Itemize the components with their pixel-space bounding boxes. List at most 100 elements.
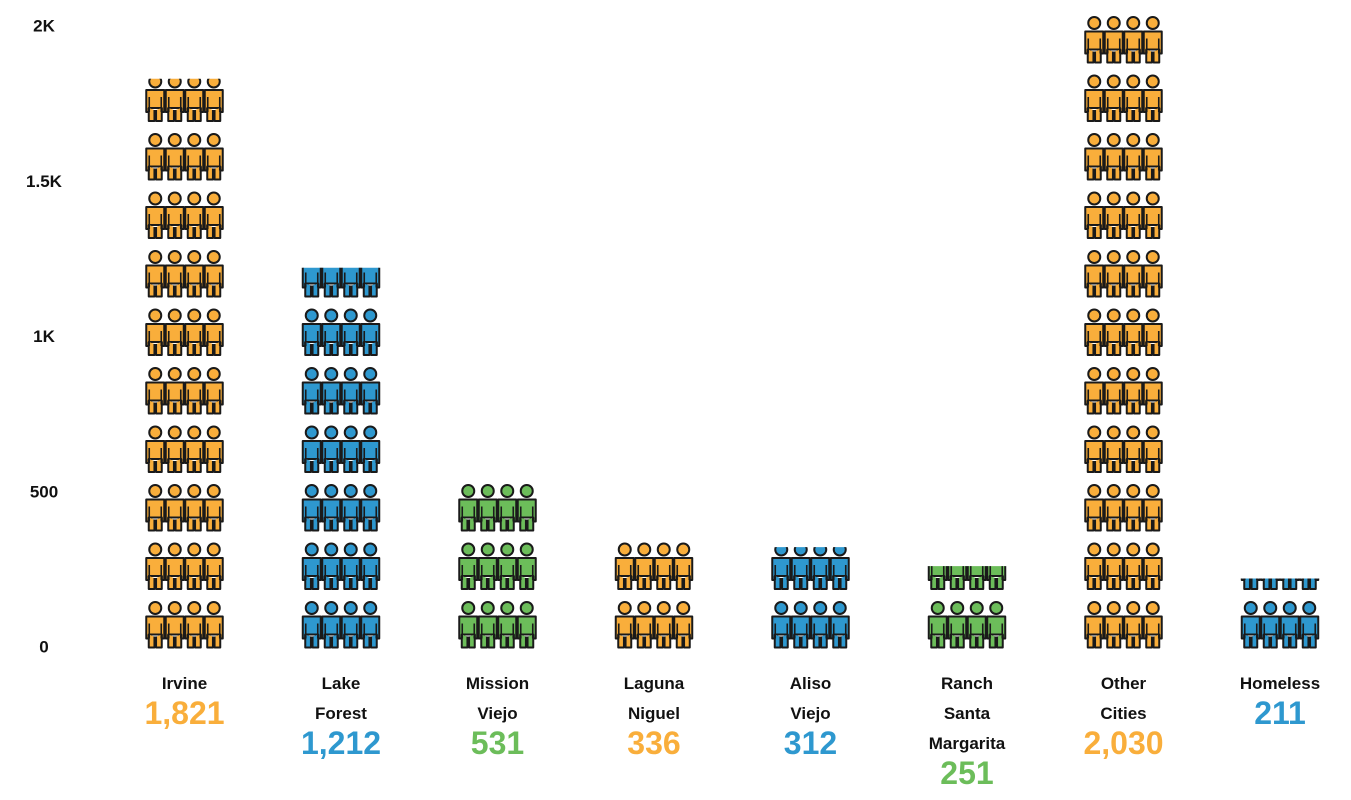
person-icon — [145, 367, 166, 415]
person-icon — [203, 601, 224, 649]
person-icon — [184, 542, 205, 590]
person-icon — [1084, 16, 1105, 64]
person-icon — [1084, 484, 1105, 532]
person-icon — [164, 367, 185, 415]
person-icon — [301, 308, 322, 356]
person-icon — [321, 367, 342, 415]
person-icon — [321, 425, 342, 473]
y-tick-label: 0 — [39, 637, 48, 656]
person-icon — [1084, 367, 1105, 415]
person-icon — [321, 267, 342, 298]
person-icon — [1084, 250, 1105, 298]
person-icon — [321, 308, 342, 356]
person-icon — [164, 484, 185, 532]
person-icon — [145, 250, 166, 298]
person-icon — [301, 425, 322, 473]
person-icon — [1279, 601, 1300, 649]
y-axis: 0 500 1K 1.5K 2K — [26, 17, 63, 657]
person-icon — [986, 566, 1007, 590]
person-icon — [1123, 484, 1144, 532]
person-icon — [516, 601, 537, 649]
person-icon — [145, 308, 166, 356]
category-label: Forest — [315, 704, 367, 723]
person-icon — [184, 308, 205, 356]
person-icon — [458, 484, 479, 532]
person-icon — [1142, 425, 1163, 473]
person-icon — [771, 547, 792, 590]
person-icon — [203, 308, 224, 356]
value-label: 312 — [784, 725, 837, 761]
person-icon — [1103, 133, 1124, 181]
category-label: Viejo — [477, 704, 517, 723]
person-icon — [184, 425, 205, 473]
value-label: 1,212 — [301, 725, 381, 761]
pictograph-bar — [301, 267, 381, 649]
person-icon — [1260, 601, 1281, 649]
person-icon — [477, 542, 498, 590]
person-icon — [1123, 542, 1144, 590]
person-icon — [634, 601, 655, 649]
pictograph-bar — [145, 78, 224, 649]
person-icon — [1123, 74, 1144, 122]
person-icon — [1123, 367, 1144, 415]
person-icon — [203, 484, 224, 532]
person-icon — [1103, 16, 1124, 64]
person-icon — [145, 78, 166, 122]
person-icon — [340, 267, 361, 298]
person-icon — [164, 78, 185, 122]
person-icon — [1103, 308, 1124, 356]
person-icon — [1123, 133, 1144, 181]
person-icon — [164, 133, 185, 181]
value-label: 211 — [1254, 695, 1306, 731]
person-icon — [164, 250, 185, 298]
person-icon — [1299, 578, 1320, 590]
person-icon — [340, 484, 361, 532]
person-icon — [829, 547, 850, 590]
person-icon — [360, 542, 381, 590]
person-icon — [164, 542, 185, 590]
category-labels: Irvine 1,821 Lake Forest 1,212 Mission Viejo 53… — [144, 674, 1320, 791]
person-icon — [1084, 308, 1105, 356]
value-label: 1,821 — [144, 695, 224, 731]
person-icon — [1084, 601, 1105, 649]
person-icon — [790, 601, 811, 649]
person-icon — [653, 601, 674, 649]
person-icon — [360, 367, 381, 415]
person-icon — [360, 308, 381, 356]
person-icon — [1142, 16, 1163, 64]
pictograph-bar — [771, 547, 850, 649]
person-icon — [1123, 191, 1144, 239]
person-icon — [1084, 542, 1105, 590]
person-icon — [1240, 601, 1261, 649]
person-icon — [1123, 601, 1144, 649]
category-label: Viejo — [790, 704, 830, 723]
person-icon — [145, 425, 166, 473]
category-label: Santa — [944, 704, 991, 723]
person-icon — [203, 191, 224, 239]
y-tick-label: 2K — [33, 17, 55, 36]
person-icon — [145, 542, 166, 590]
person-icon — [1084, 191, 1105, 239]
category-label: Irvine — [162, 674, 207, 693]
person-icon — [340, 601, 361, 649]
person-icon — [497, 542, 518, 590]
person-icon — [614, 542, 635, 590]
person-icon — [986, 601, 1007, 649]
person-icon — [184, 191, 205, 239]
person-icon — [145, 133, 166, 181]
person-icon — [1123, 16, 1144, 64]
person-icon — [771, 601, 792, 649]
person-icon — [340, 308, 361, 356]
value-label: 531 — [471, 725, 524, 761]
category-label: Cities — [1100, 704, 1146, 723]
person-icon — [1142, 250, 1163, 298]
person-icon — [829, 601, 850, 649]
person-icon — [340, 425, 361, 473]
person-icon — [360, 267, 381, 298]
person-icon — [1103, 601, 1124, 649]
person-icon — [1240, 578, 1261, 590]
person-icon — [184, 78, 205, 122]
person-icon — [145, 191, 166, 239]
person-icon — [810, 601, 831, 649]
person-icon — [184, 601, 205, 649]
